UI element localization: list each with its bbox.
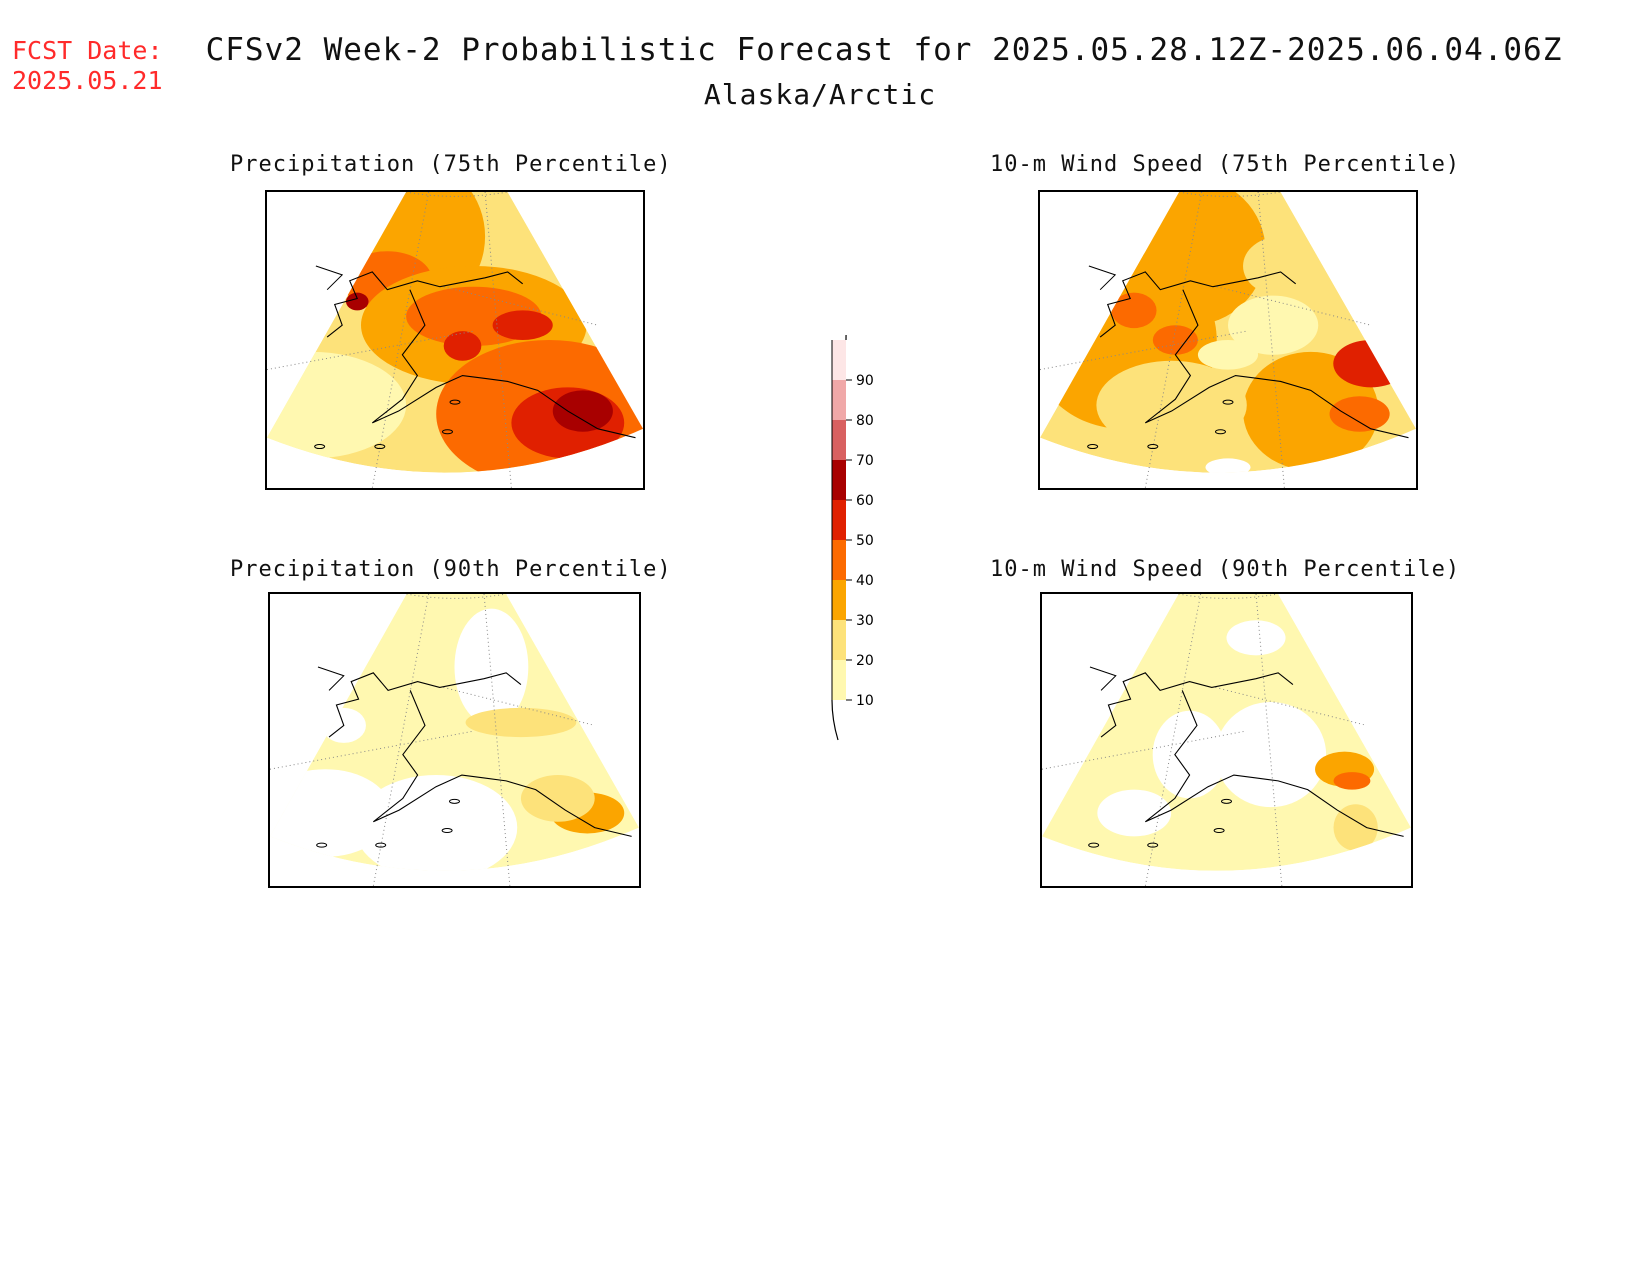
panel-title-precip75: Precipitation (75th Percentile) xyxy=(230,152,672,177)
island xyxy=(375,842,387,848)
island xyxy=(1221,798,1232,804)
colorbar-swatch xyxy=(832,340,846,380)
field-contour xyxy=(1329,396,1390,432)
island xyxy=(441,429,453,435)
colorbar-swatch xyxy=(832,420,846,460)
field-contour xyxy=(443,331,482,361)
colorbar-tick-label: 90 xyxy=(856,373,874,389)
field-contour xyxy=(465,707,577,738)
island xyxy=(314,444,326,450)
island xyxy=(374,444,386,450)
colorbar-tick-label: 70 xyxy=(856,453,874,469)
colorbar-swatch xyxy=(832,620,846,660)
field-contour xyxy=(552,390,613,432)
fcst-date-label: FCST Date: xyxy=(12,36,163,65)
field-contour xyxy=(1197,340,1259,370)
island xyxy=(1147,444,1159,450)
map-precip90 xyxy=(268,592,641,888)
coastline xyxy=(328,672,632,837)
field-gap xyxy=(354,775,518,871)
island xyxy=(316,842,328,848)
field-contour xyxy=(492,310,553,340)
field-contour xyxy=(345,292,369,311)
fcst-date-value: 2025.05.21 xyxy=(12,66,163,95)
island xyxy=(1147,842,1159,848)
field-gap xyxy=(1097,789,1172,837)
field-contour xyxy=(1333,804,1378,851)
colorbar: 10 20 30 40 50 60 70 80 90 xyxy=(820,299,880,745)
coastline-russia xyxy=(317,666,345,691)
field-contour xyxy=(1333,772,1371,790)
island xyxy=(1222,399,1234,405)
graticule-line xyxy=(1257,192,1285,488)
island xyxy=(1213,828,1225,834)
page-subtitle: Alaska/Arctic xyxy=(703,78,937,111)
field-gap xyxy=(1205,458,1251,473)
panel-title-wind90: 10-m Wind Speed (90th Percentile) xyxy=(990,557,1461,582)
island xyxy=(449,399,461,405)
colorbar-tick-label: 30 xyxy=(856,613,874,629)
field-gap xyxy=(1226,620,1286,656)
map-wind75 xyxy=(1038,190,1418,490)
colorbar-swatch xyxy=(832,380,846,420)
graticule-line xyxy=(1216,286,1372,326)
colorbar-tick-label: 50 xyxy=(856,533,874,549)
panel-title-precip90: Precipitation (90th Percentile) xyxy=(230,557,672,582)
colorbar-tick-label: 10 xyxy=(856,693,874,709)
colorbar-tail-bottom xyxy=(831,699,839,741)
colorbar-swatch xyxy=(832,660,846,700)
coastline-russia xyxy=(1089,666,1117,691)
coastline xyxy=(326,271,636,439)
graticule xyxy=(1040,192,1372,488)
panel-title-wind75: 10-m Wind Speed (75th Percentile) xyxy=(990,152,1461,177)
field-gap xyxy=(1215,702,1327,808)
coastline-russia xyxy=(1088,265,1117,291)
island xyxy=(1088,842,1100,848)
field-gap xyxy=(454,608,529,726)
graticule xyxy=(1042,594,1367,886)
field-contour xyxy=(520,775,595,822)
coastline xyxy=(1100,672,1404,837)
colorbar-tick-label: 40 xyxy=(856,573,874,589)
field-contour xyxy=(267,351,407,459)
field-contour xyxy=(1096,360,1247,450)
colorbar-tick-label: 20 xyxy=(856,653,874,669)
forecast-field xyxy=(267,192,643,473)
coastline xyxy=(1099,271,1409,439)
colorbar-swatch xyxy=(832,580,846,620)
island xyxy=(449,798,460,804)
colorbar-tick-label: 60 xyxy=(856,493,874,509)
graticule-line xyxy=(1255,594,1283,886)
graticule-line xyxy=(483,594,511,886)
forecast-field xyxy=(1040,192,1416,473)
island xyxy=(1087,444,1099,450)
colorbar-swatch xyxy=(832,540,846,580)
forecast-field xyxy=(1042,594,1411,871)
graticule xyxy=(270,594,595,886)
colorbar-swatch xyxy=(832,460,846,500)
island xyxy=(441,828,453,834)
field-contour xyxy=(1228,295,1319,355)
colorbar-tick-label: 80 xyxy=(856,413,874,429)
coastline-russia xyxy=(315,265,344,291)
forecast-field xyxy=(270,594,639,871)
graticule xyxy=(267,192,599,488)
graticule-line xyxy=(484,192,512,488)
field-gap xyxy=(1152,710,1227,799)
colorbar-swatch xyxy=(832,500,846,540)
graticule-line xyxy=(443,286,599,326)
graticule-line xyxy=(1042,730,1246,770)
page-title: CFSv2 Week-2 Probabilistic Forecast for … xyxy=(205,32,1563,68)
field-contour xyxy=(1111,292,1157,329)
field-contour xyxy=(1152,325,1198,355)
graticule-line xyxy=(372,594,430,886)
graticule-line xyxy=(270,730,474,770)
map-precip75 xyxy=(265,190,645,490)
field-contour xyxy=(1243,236,1319,296)
island xyxy=(1214,429,1226,435)
map-wind90 xyxy=(1040,592,1413,888)
colorbar-tail-top xyxy=(845,299,851,341)
field-contour xyxy=(1333,340,1409,388)
graticule-line xyxy=(1144,594,1202,886)
